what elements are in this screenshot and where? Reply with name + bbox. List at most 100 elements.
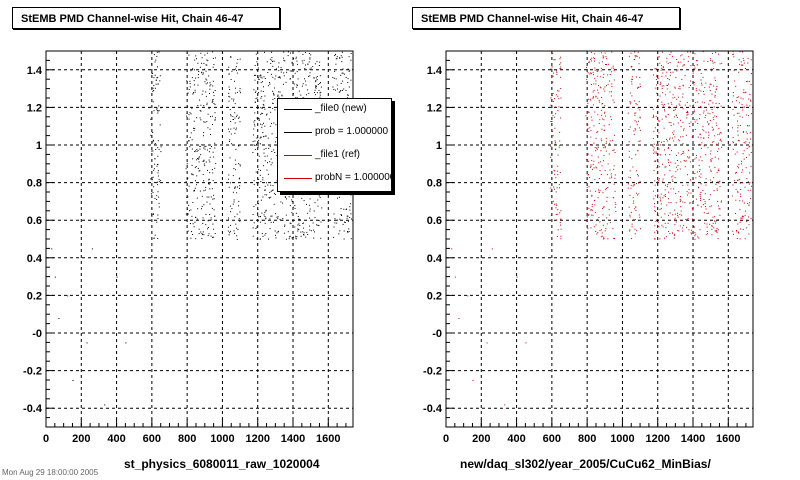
point-1-359 — [600, 174, 602, 175]
point-1-351 — [611, 86, 613, 88]
point-1-803 — [702, 190, 704, 191]
point-1-727 — [669, 170, 671, 172]
point-1-646 — [662, 197, 664, 199]
point-1-808 — [721, 62, 723, 64]
point-0-332 — [201, 57, 203, 59]
point-1-442 — [638, 140, 640, 142]
point-1-855 — [670, 202, 672, 203]
point-0-1282 — [72, 380, 74, 381]
point-1-109 — [595, 166, 597, 168]
point-1-510 — [709, 223, 711, 225]
point-1-20 — [554, 188, 555, 190]
point-0-790 — [264, 108, 266, 110]
point-1-520 — [719, 139, 721, 141]
point-1-165 — [604, 147, 606, 149]
point-0-561 — [291, 70, 293, 72]
point-1-751 — [692, 72, 694, 74]
point-0-246 — [196, 150, 198, 152]
point-1-172 — [594, 77, 596, 79]
point-0-811 — [256, 108, 258, 109]
legend[interactable]: _file0 (new) prob = 1.000000 _file1 (ref… — [277, 98, 392, 192]
point-1-708 — [695, 198, 697, 200]
point-0-430 — [239, 185, 241, 187]
point-0-817 — [266, 194, 268, 196]
point-1-186 — [590, 99, 592, 101]
point-1-199 — [609, 222, 611, 224]
point-1-94 — [555, 207, 557, 209]
point-1-299 — [593, 125, 595, 127]
point-1-353 — [596, 233, 598, 235]
point-1-896 — [717, 205, 719, 207]
point-1-865 — [679, 104, 681, 106]
point-1-1243 — [739, 63, 741, 65]
point-0-162 — [214, 117, 216, 119]
point-1-967 — [682, 84, 684, 86]
point-0-1146 — [346, 215, 348, 217]
point-1-658 — [673, 237, 675, 239]
point-1-95 — [552, 52, 554, 54]
point-1-177 — [588, 111, 590, 113]
point-1-31 — [554, 140, 556, 142]
point-0-210 — [208, 75, 210, 77]
point-1-588 — [680, 206, 682, 208]
point-1-822 — [713, 141, 715, 143]
point-0-286 — [193, 190, 195, 192]
point-0-184 — [188, 185, 190, 187]
point-1-112 — [604, 230, 606, 232]
point-1-1289 — [467, 295, 469, 297]
point-0-1008 — [269, 191, 271, 193]
point-0-35 — [155, 79, 157, 81]
point-1-166 — [604, 52, 606, 54]
point-0-576 — [257, 216, 259, 218]
point-1-1273 — [746, 81, 747, 83]
point-0-1247 — [344, 191, 346, 193]
point-0-657 — [273, 60, 275, 62]
point-1-905 — [694, 235, 696, 237]
point-1-275 — [594, 179, 596, 181]
point-1-37 — [557, 154, 559, 156]
point-0-1017 — [302, 222, 304, 224]
point-0-1049 — [258, 118, 260, 120]
point-1-1204 — [747, 189, 749, 191]
point-0-902 — [253, 222, 255, 224]
point-1-26 — [554, 170, 556, 172]
point-1-789 — [676, 59, 678, 60]
left-panel-title: StEMB PMD Channel-wise Hit, Chain 46-47 — [12, 7, 280, 29]
point-1-1104 — [743, 150, 745, 152]
point-1-998 — [709, 153, 711, 155]
point-1-818 — [706, 213, 708, 214]
point-1-1077 — [683, 64, 685, 65]
point-0-624 — [255, 90, 257, 92]
point-0-437 — [229, 205, 231, 207]
point-0-1057 — [317, 199, 319, 201]
point-0-908 — [266, 113, 268, 115]
point-1-1129 — [746, 221, 748, 223]
point-1-191 — [613, 168, 615, 170]
point-0-158 — [188, 54, 190, 56]
point-1-864 — [717, 181, 719, 183]
point-1-479 — [634, 100, 636, 102]
point-1-441 — [628, 183, 629, 185]
point-0-499 — [291, 200, 293, 202]
point-1-781 — [711, 108, 713, 110]
point-1-246 — [594, 67, 596, 69]
legend-label-prob: prob = 1.000000 — [315, 126, 389, 137]
point-1-739 — [683, 152, 685, 154]
point-1-428 — [634, 129, 636, 131]
point-1-893 — [684, 160, 686, 162]
point-1-912 — [654, 127, 656, 129]
point-1-215 — [607, 63, 609, 65]
point-0-1143 — [333, 226, 335, 228]
legend-entry-probn: probN = 1.000000 — [278, 168, 391, 188]
point-1-476 — [639, 117, 641, 119]
point-1-1055 — [712, 62, 714, 64]
point-0-130 — [208, 196, 210, 198]
point-1-785 — [717, 219, 719, 220]
point-0-736 — [264, 185, 266, 187]
point-1-1180 — [735, 199, 737, 201]
point-0-360 — [200, 110, 202, 112]
point-1-1050 — [672, 94, 674, 96]
point-1-301 — [592, 91, 594, 93]
point-0-253 — [195, 55, 197, 57]
point-1-1211 — [740, 189, 742, 190]
